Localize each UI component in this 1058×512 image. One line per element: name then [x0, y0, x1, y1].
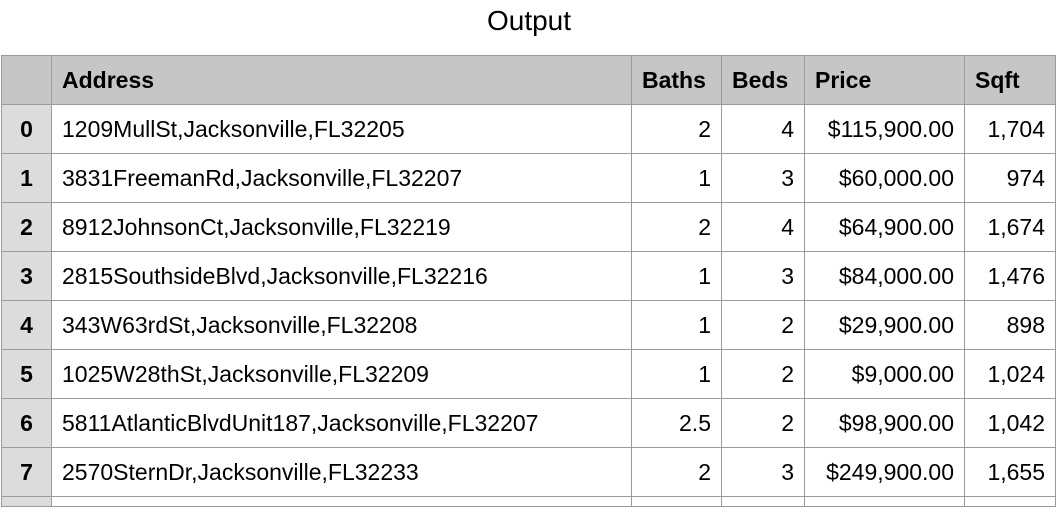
price-cell: $115,900.00: [804, 104, 965, 154]
beds-cell: 4: [721, 202, 805, 252]
row-index: 0: [1, 104, 52, 154]
table-row[interactable]: 0 1209MullSt,Jacksonville,FL32205 2 4 $1…: [1, 104, 1056, 154]
table-row[interactable]: 7 2570SternDr,Jacksonville,FL32233 2 3 $…: [1, 447, 1056, 497]
beds-cell: 2: [721, 300, 805, 350]
column-header-beds[interactable]: Beds: [721, 55, 805, 105]
address-cell: 1209MullSt,Jacksonville,FL32205: [51, 104, 632, 154]
sqft-cell: [964, 496, 1056, 507]
price-cell: $60,000.00: [804, 153, 965, 203]
price-cell: $64,900.00: [804, 202, 965, 252]
sqft-cell: 1,674: [964, 202, 1056, 252]
baths-cell: 1: [631, 300, 722, 350]
price-cell: $9,000.00: [804, 349, 965, 399]
row-index: [1, 496, 52, 507]
baths-cell: 1: [631, 251, 722, 301]
beds-cell: 4: [721, 104, 805, 154]
table-row[interactable]: 3 2815SouthsideBlvd,Jacksonville,FL32216…: [1, 251, 1056, 301]
beds-cell: 3: [721, 251, 805, 301]
row-index: 1: [1, 153, 52, 203]
column-header-sqft[interactable]: Sqft: [964, 55, 1056, 105]
beds-cell: 2: [721, 398, 805, 448]
row-index: 6: [1, 398, 52, 448]
address-cell: 3831FreemanRd,Jacksonville,FL32207: [51, 153, 632, 203]
address-cell: 343W63rdSt,Jacksonville,FL32208: [51, 300, 632, 350]
column-header-address[interactable]: Address: [51, 55, 632, 105]
row-index: 5: [1, 349, 52, 399]
row-index: 7: [1, 447, 52, 497]
sqft-cell: 1,704: [964, 104, 1056, 154]
sqft-cell: 1,024: [964, 349, 1056, 399]
table-row[interactable]: 4 343W63rdSt,Jacksonville,FL32208 1 2 $2…: [1, 300, 1056, 350]
address-cell: [51, 496, 632, 507]
address-cell: 2815SouthsideBlvd,Jacksonville,FL32216: [51, 251, 632, 301]
address-cell: 2570SternDr,Jacksonville,FL32233: [51, 447, 632, 497]
beds-cell: 3: [721, 447, 805, 497]
price-cell: $249,900.00: [804, 447, 965, 497]
row-index: 2: [1, 202, 52, 252]
baths-cell: 1: [631, 153, 722, 203]
row-index: 4: [1, 300, 52, 350]
address-cell: 1025W28thSt,Jacksonville,FL32209: [51, 349, 632, 399]
baths-cell: 2: [631, 202, 722, 252]
baths-cell: 1: [631, 349, 722, 399]
baths-cell: 2: [631, 447, 722, 497]
table-row[interactable]: 1 3831FreemanRd,Jacksonville,FL32207 1 3…: [1, 153, 1056, 203]
baths-cell: 2: [631, 104, 722, 154]
price-cell: $98,900.00: [804, 398, 965, 448]
sqft-cell: 1,042: [964, 398, 1056, 448]
output-title: Output: [486, 5, 572, 36]
column-header-price[interactable]: Price: [804, 55, 965, 105]
index-header: [1, 55, 52, 105]
beds-cell: 2: [721, 349, 805, 399]
row-index: 3: [1, 251, 52, 301]
table-row[interactable]: 6 5811AtlanticBlvdUnit187,Jacksonville,F…: [1, 398, 1056, 448]
sqft-cell: 1,476: [964, 251, 1056, 301]
table-row[interactable]: 5 1025W28thSt,Jacksonville,FL32209 1 2 $…: [1, 349, 1056, 399]
table-row[interactable]: 2 8912JohnsonCt,Jacksonville,FL32219 2 4…: [1, 202, 1056, 252]
beds-cell: 3: [721, 153, 805, 203]
price-cell: $84,000.00: [804, 251, 965, 301]
beds-cell: [721, 496, 805, 507]
address-cell: 8912JohnsonCt,Jacksonville,FL32219: [51, 202, 632, 252]
baths-cell: 2.5: [631, 398, 722, 448]
price-cell: [804, 496, 965, 507]
output-table: Address Baths Beds Price Sqft 0 1209Mull…: [1, 55, 1056, 507]
header-row: Address Baths Beds Price Sqft: [1, 55, 1056, 105]
sqft-cell: 974: [964, 153, 1056, 203]
sqft-cell: 1,655: [964, 447, 1056, 497]
price-cell: $29,900.00: [804, 300, 965, 350]
sqft-cell: 898: [964, 300, 1056, 350]
column-header-baths[interactable]: Baths: [631, 55, 722, 105]
baths-cell: [631, 496, 722, 507]
table-row-partial: [1, 496, 1056, 507]
address-cell: 5811AtlanticBlvdUnit187,Jacksonville,FL3…: [51, 398, 632, 448]
